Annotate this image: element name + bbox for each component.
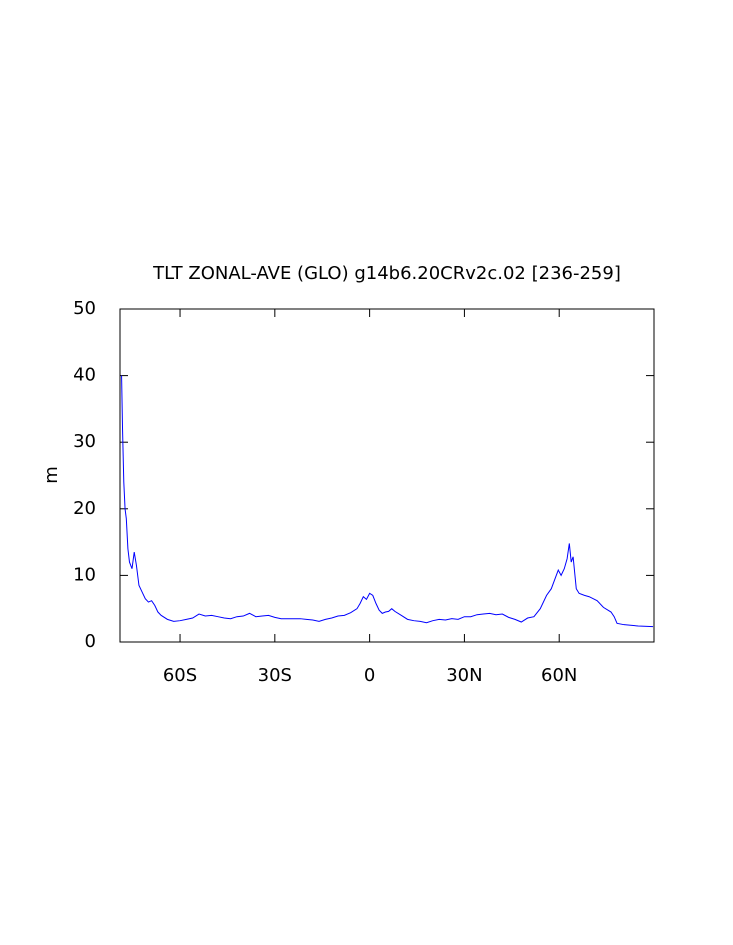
x-tick-label: 60S [163, 665, 197, 686]
y-tick-label: 10 [73, 564, 96, 585]
y-axis-label: m [41, 466, 62, 484]
y-tick-label: 0 [85, 631, 96, 652]
chart-title: TLT ZONAL-AVE (GLO) g14b6.20CRv2c.02 [23… [152, 263, 621, 284]
data-line [121, 375, 654, 628]
x-tick-label: 30S [258, 665, 292, 686]
y-tick-label: 30 [73, 431, 96, 452]
plot-frame [119, 308, 655, 643]
y-tick-label: 50 [73, 298, 96, 319]
y-tick-label: 40 [73, 365, 96, 386]
x-tick-label: 30N [446, 665, 482, 686]
x-tick-label: 60N [541, 665, 577, 686]
y-tick-label: 20 [73, 498, 96, 519]
x-tick-label: 0 [364, 665, 375, 686]
